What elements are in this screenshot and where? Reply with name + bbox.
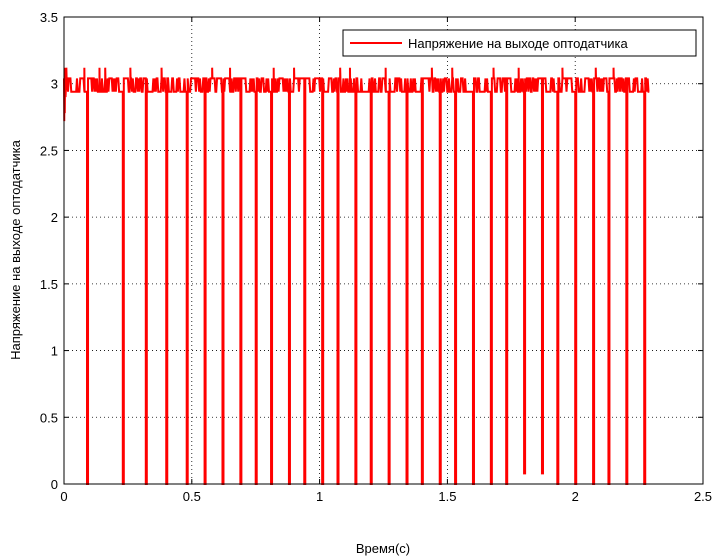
- plot-frame: [63, 16, 704, 485]
- y-tick-label: 0.5: [40, 410, 58, 425]
- y-ticks: 0 0.5 1 1.5 2 2.5 3 3.5: [40, 10, 703, 492]
- x-tick-label: 2: [572, 489, 579, 504]
- y-tick-label: 1: [51, 344, 58, 359]
- y-tick-label: 2: [51, 210, 58, 225]
- y-tick-label: 3: [51, 77, 58, 92]
- y-tick-label: 1.5: [40, 277, 58, 292]
- x-tick-label: 2.5: [694, 489, 712, 504]
- legend-label: Напряжение на выходе оптодатчика: [408, 36, 629, 51]
- legend: Напряжение на выходе оптодатчика: [342, 29, 697, 57]
- x-tick-label: 0.5: [183, 489, 201, 504]
- y-tick-label: 2.5: [40, 143, 58, 158]
- x-tick-label: 1.5: [438, 489, 456, 504]
- y-axis-label: Напряжение на выходе оптодатчика: [8, 139, 23, 360]
- plot-background: [64, 17, 703, 484]
- x-tick-label: 1: [316, 489, 323, 504]
- series-line: [63, 67, 650, 485]
- y-tick-label: 3.5: [40, 10, 58, 25]
- x-axis-label: Время(с): [356, 541, 410, 556]
- y-tick-label: 0: [51, 477, 58, 492]
- x-tick-label: 0: [60, 489, 67, 504]
- x-ticks: 0 0.5 1 1.5 2 2.5: [60, 17, 712, 504]
